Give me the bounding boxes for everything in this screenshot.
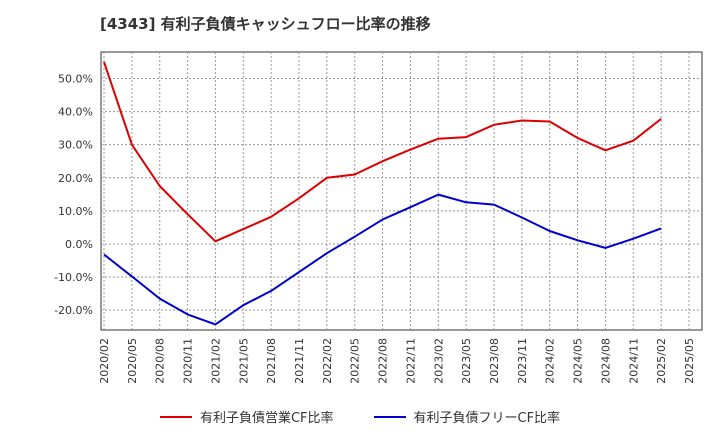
- x-tick-label: 2021/02: [209, 338, 222, 384]
- legend-label-free-cf: 有利子負債フリーCF比率: [413, 411, 561, 426]
- x-tick-label: 2021/05: [237, 338, 250, 384]
- x-tick-label: 2020/02: [98, 338, 111, 384]
- x-tick-label: 2021/11: [293, 338, 306, 384]
- x-tick-label: 2020/11: [182, 338, 195, 384]
- x-tick-label: 2020/05: [126, 338, 139, 384]
- series-line-free-cf: [103, 193, 662, 326]
- x-axis-tick-labels: 2020/02 2020/05 2020/08 2020/11 2021/02 2021/…: [98, 338, 696, 384]
- y-tick-label: 0.0%: [65, 238, 93, 251]
- legend-swatch-red: [159, 415, 192, 418]
- y-tick-label: 10.0%: [58, 205, 93, 218]
- y-tick-label: 50.0%: [58, 72, 93, 85]
- x-tick-label: 2020/08: [154, 338, 167, 384]
- chart-title: [4343] 有利子負債キャッシュフロー比率の推移: [100, 15, 431, 33]
- x-tick-label: 2023/05: [460, 338, 473, 384]
- x-tick-label: 2022/11: [404, 338, 417, 384]
- y-tick-label: 40.0%: [58, 106, 93, 119]
- x-tick-label: 2024/08: [599, 338, 612, 384]
- x-tick-label: 2024/11: [627, 338, 640, 384]
- x-tick-label: 2022/08: [377, 338, 390, 384]
- x-tick-label: 2024/05: [572, 338, 585, 384]
- x-tick-label: 2022/02: [321, 338, 334, 384]
- series-lines: [103, 61, 662, 326]
- y-axis-tick-labels: 50.0% 40.0% 30.0% 20.0% 10.0% 0.0% -10.0% -20.0…: [54, 72, 93, 317]
- x-tick-label: 2025/05: [683, 338, 696, 384]
- legend-swatch-blue: [373, 415, 406, 418]
- plot-area: [100, 51, 703, 331]
- y-tick-label: 30.0%: [58, 139, 93, 152]
- x-tick-label: 2023/02: [432, 338, 445, 384]
- legend-item-operating-cf: 有利子負債営業CF比率: [159, 407, 334, 426]
- x-tick-label: 2025/02: [655, 338, 668, 384]
- legend-item-free-cf: 有利子負債フリーCF比率: [373, 407, 561, 426]
- x-tick-label: 2022/05: [349, 338, 362, 384]
- x-tick-label: 2021/08: [265, 338, 278, 384]
- x-tick-label: 2024/02: [544, 338, 557, 384]
- series-line-operating-cf: [103, 61, 662, 243]
- legend: 有利子負債営業CF比率 有利子負債フリーCF比率: [0, 407, 720, 426]
- y-tick-label: -10.0%: [54, 271, 93, 284]
- x-tick-label: 2023/08: [488, 338, 501, 384]
- x-tick-label: 2023/11: [516, 338, 529, 384]
- legend-label-operating-cf: 有利子負債営業CF比率: [199, 411, 334, 426]
- y-tick-label: 20.0%: [58, 172, 93, 185]
- y-tick-label: -20.0%: [54, 304, 93, 317]
